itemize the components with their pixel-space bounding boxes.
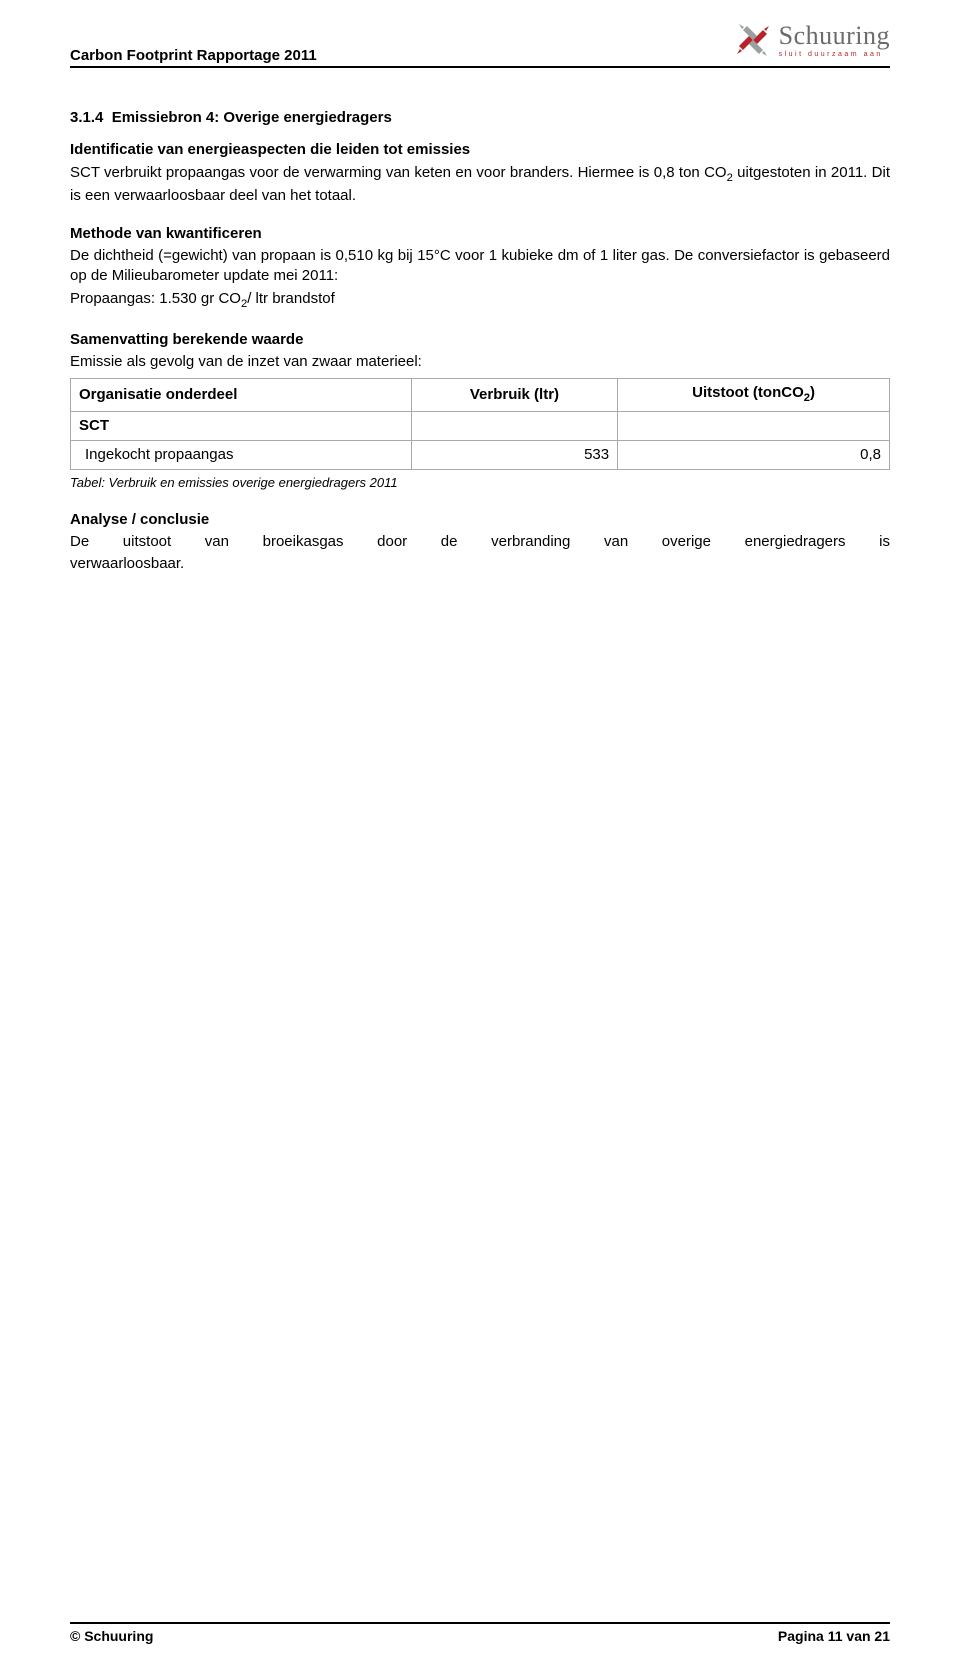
logo-tagline: sluit duurzaam aan — [779, 51, 890, 58]
methode-p1: De dichtheid (=gewicht) van propaan is 0… — [70, 246, 890, 287]
page-footer: © Schuuring Pagina 11 van 21 — [70, 1622, 890, 1644]
cell-uitstoot: 0,8 — [618, 440, 890, 469]
cell-verbruik: 533 — [411, 440, 617, 469]
col-organisatie: Organisatie onderdeel — [71, 379, 412, 411]
footer-right: Pagina 11 van 21 — [778, 1628, 890, 1644]
section-number: 3.1.4 — [70, 109, 103, 126]
analyse-line2: verwaarloosbaar. — [70, 554, 890, 574]
analyse-block: Analyse / conclusie De uitstoot van broe… — [70, 510, 890, 575]
table-row: Ingekocht propaangas 533 0,8 — [71, 440, 890, 469]
table-header-row: Organisatie onderdeel Verbruik (ltr) Uit… — [71, 379, 890, 411]
cell-org: SCT — [71, 411, 412, 440]
identificatie-block: Identificatie van energieaspecten die le… — [70, 140, 890, 206]
analyse-line1: De uitstoot van broeikasgas door de verb… — [70, 532, 890, 552]
logo: Schuuring sluit duurzaam aan — [733, 20, 890, 64]
page-header: Carbon Footprint Rapportage 2011 Schuuri… — [70, 20, 890, 68]
identificatie-para: SCT verbruikt propaangas voor de verwarm… — [70, 163, 890, 206]
samenvatting-sub: Emissie als gevolg van de inzet van zwaa… — [70, 352, 890, 372]
identificatie-heading: Identificatie van energieaspecten die le… — [70, 140, 890, 160]
cell-uitstoot — [618, 411, 890, 440]
section-title: Emissiebron 4: Overige energiedragers — [112, 109, 392, 126]
logo-main: Schuuring — [779, 23, 890, 49]
methode-p2: Propaangas: 1.530 gr CO2/ ltr brandstof — [70, 289, 890, 312]
col-uitstoot: Uitstoot (tonCO2) — [618, 379, 890, 411]
col-verbruik: Verbruik (ltr) — [411, 379, 617, 411]
footer-left: © Schuuring — [70, 1628, 153, 1644]
methode-block: Methode van kwantificeren De dichtheid (… — [70, 224, 890, 312]
content: 3.1.4 Emissiebron 4: Overige energiedrag… — [70, 108, 890, 574]
emissions-table: Organisatie onderdeel Verbruik (ltr) Uit… — [70, 378, 890, 470]
analyse-heading: Analyse / conclusie — [70, 510, 890, 530]
methode-heading: Methode van kwantificeren — [70, 224, 890, 244]
logo-arrows-icon — [733, 20, 773, 60]
table-caption: Tabel: Verbruik en emissies overige ener… — [70, 474, 890, 492]
logo-text: Schuuring sluit duurzaam aan — [779, 23, 890, 58]
cell-verbruik — [411, 411, 617, 440]
header-title: Carbon Footprint Rapportage 2011 — [70, 47, 317, 64]
samenvatting-heading: Samenvatting berekende waarde — [70, 330, 890, 350]
cell-org: Ingekocht propaangas — [71, 440, 412, 469]
table-row: SCT — [71, 411, 890, 440]
section-heading: 3.1.4 Emissiebron 4: Overige energiedrag… — [70, 108, 890, 128]
samenvatting-block: Samenvatting berekende waarde Emissie al… — [70, 330, 890, 492]
